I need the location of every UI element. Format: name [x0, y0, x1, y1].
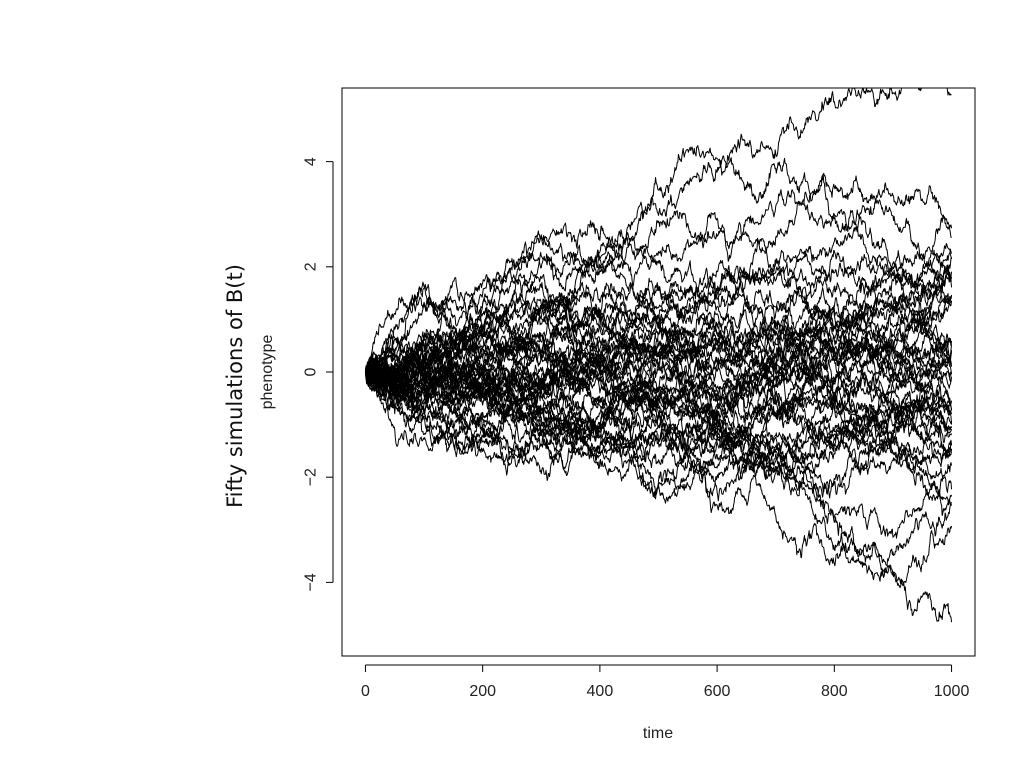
y-tick-label: −4	[303, 573, 320, 591]
y-tick-label: 2	[303, 262, 320, 271]
x-tick-label: 0	[361, 683, 370, 700]
series-layer	[364, 88, 953, 623]
series-line	[365, 239, 952, 383]
x-tick-label: 200	[469, 683, 496, 700]
series-line	[365, 367, 952, 502]
series-line	[364, 257, 953, 391]
series-line	[364, 145, 953, 396]
y-tick-label: −2	[303, 468, 320, 486]
series-line	[364, 248, 953, 423]
series-line	[364, 88, 952, 373]
series-line	[364, 242, 953, 389]
y-axis: −4 −2 0 2 4	[303, 157, 334, 591]
x-axis-title: time	[643, 725, 673, 742]
series-line	[364, 315, 953, 432]
y-axis-title: phenotype	[259, 335, 276, 410]
series-line	[365, 339, 953, 455]
x-tick-label: 1000	[934, 683, 970, 700]
side-title: Fifty simulations of B(t)	[223, 264, 247, 508]
series-line	[364, 370, 953, 504]
series-line	[365, 365, 953, 496]
y-tick-label: 4	[303, 157, 320, 166]
x-tick-label: 600	[704, 683, 731, 700]
y-tick-label: 0	[303, 367, 320, 376]
x-axis: 0 200 400 600 800 1000	[361, 664, 970, 700]
series-line	[364, 329, 953, 437]
series-line	[364, 285, 953, 440]
series-line	[364, 357, 953, 444]
series-line	[364, 361, 953, 623]
plot-frame	[341, 87, 976, 657]
x-tick-label: 800	[821, 683, 848, 700]
x-tick-label: 400	[587, 683, 614, 700]
series-line	[364, 324, 953, 480]
series-line	[365, 182, 952, 379]
series-line	[364, 337, 953, 506]
